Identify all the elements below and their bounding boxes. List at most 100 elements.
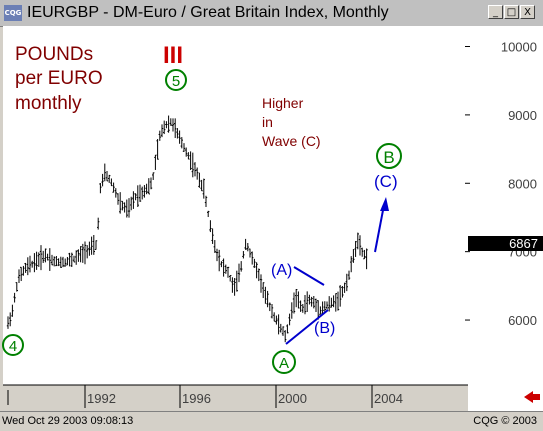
ohlc-bar [90, 236, 93, 255]
ohlc-bar [297, 291, 300, 309]
ohlc-bar [253, 258, 256, 268]
ohlc-bar [55, 255, 58, 267]
ohlc-bar [251, 251, 254, 265]
ohlc-bar [240, 261, 243, 272]
ohlc-bar [176, 128, 179, 139]
ohlc-bar [332, 295, 335, 308]
ohlc-bar [66, 256, 69, 266]
ohlc-bar [46, 253, 49, 261]
minimize-button[interactable]: _ [488, 5, 503, 19]
x-tick-label: 1996 [182, 391, 211, 406]
ohlc-bar [204, 195, 208, 207]
ohlc-bar [301, 303, 304, 313]
ohlc-bar [187, 152, 190, 160]
ohlc-bar [158, 130, 161, 141]
ohlc-bar [365, 248, 368, 270]
ohlc-bar [125, 199, 128, 218]
wave-C-paren-label: (C) [374, 172, 398, 191]
ohlc-bar [312, 296, 315, 309]
ohlc-bar [191, 152, 194, 178]
cqg-app-icon[interactable]: CQG [4, 5, 22, 21]
ohlc-bar [229, 274, 232, 282]
ohlc-bar [134, 193, 137, 201]
scroll-left-arrow-icon[interactable] [524, 391, 540, 403]
ohlc-bar [292, 292, 296, 314]
close-button[interactable]: X [520, 5, 535, 19]
maximize-button[interactable]: □ [504, 5, 519, 19]
ohlc-bar [57, 258, 60, 267]
ohlc-bar [22, 265, 25, 276]
ohlc-bar [255, 262, 258, 279]
ohlc-bar [270, 304, 274, 319]
ohlc-bar [79, 246, 82, 263]
ohlc-bar [152, 172, 155, 180]
price-axis-panel [468, 26, 543, 411]
ohlc-bar [123, 202, 126, 213]
ohlc-bar [13, 292, 16, 303]
ohlc-bar [222, 258, 225, 277]
wave-B-circle [376, 143, 402, 169]
ohlc-bar [231, 277, 234, 293]
wave-4-label: 4 [9, 338, 17, 355]
ohlc-bar [53, 256, 56, 267]
status-timestamp: Wed Oct 29 2003 09:08:13 [2, 415, 134, 427]
ohlc-bar [42, 250, 45, 263]
ohlc-bar [303, 294, 307, 315]
ohlc-bar [35, 251, 38, 270]
ohlc-bar [273, 312, 276, 322]
note-line-2: per EURO [15, 68, 103, 89]
ohlc-bar [341, 285, 344, 298]
ohlc-bar [209, 220, 212, 233]
ohlc-bar [119, 192, 122, 214]
ohlc-bar [290, 302, 293, 319]
ohlc-bar [48, 248, 51, 271]
ohlc-bar [88, 241, 91, 256]
ohlc-bars [6, 115, 368, 343]
ohlc-bar [356, 232, 359, 250]
ohlc-bar [92, 235, 95, 255]
ohlc-bar [178, 130, 181, 144]
projection-arrow-head [380, 197, 389, 211]
ohlc-bar [288, 313, 291, 326]
ohlc-bar [160, 124, 164, 138]
ohlc-bar [121, 200, 124, 211]
ohlc-bar [310, 296, 313, 307]
wave-A-circle-label: A [279, 355, 289, 372]
ohlc-bar [198, 172, 201, 188]
wave-4-circle [2, 334, 24, 356]
ohlc-bar [352, 249, 355, 263]
ohlc-bar [281, 326, 285, 336]
wave-note-line-2: in [262, 114, 273, 130]
status-copyright: CQG © 2003 [473, 415, 537, 427]
ohlc-bar [347, 270, 351, 280]
ohlc-bar [308, 294, 311, 305]
ohlc-bar [61, 256, 65, 268]
ohlc-bar [325, 301, 329, 310]
title-bar[interactable]: CQG IEURGBP - DM-Euro / Great Britain In… [0, 0, 543, 27]
ohlc-bar [83, 241, 87, 265]
ohlc-bar [200, 179, 203, 192]
ohlc-bar [9, 312, 12, 327]
ohlc-bar [299, 300, 302, 312]
ohlc-bar [233, 278, 236, 296]
ohlc-bar [72, 255, 76, 263]
note-line-3: monthly [15, 93, 82, 114]
ohlc-bar [339, 285, 342, 307]
ohlc-bar [50, 254, 54, 266]
ohlc-bar [257, 268, 260, 282]
ohlc-bar [64, 258, 67, 267]
ohlc-bar [44, 248, 47, 263]
ohlc-bar [127, 198, 131, 218]
ohlc-bar [86, 245, 89, 259]
chart-plot-area [3, 26, 468, 385]
ohlc-bar [279, 323, 282, 333]
wave-5-label: 5 [172, 73, 180, 90]
ohlc-bar [20, 266, 23, 282]
ohlc-bar [75, 250, 78, 265]
ohlc-bar [24, 262, 27, 273]
ohlc-bar [220, 261, 223, 268]
ohlc-bar [182, 143, 186, 152]
ohlc-bar [11, 304, 14, 317]
